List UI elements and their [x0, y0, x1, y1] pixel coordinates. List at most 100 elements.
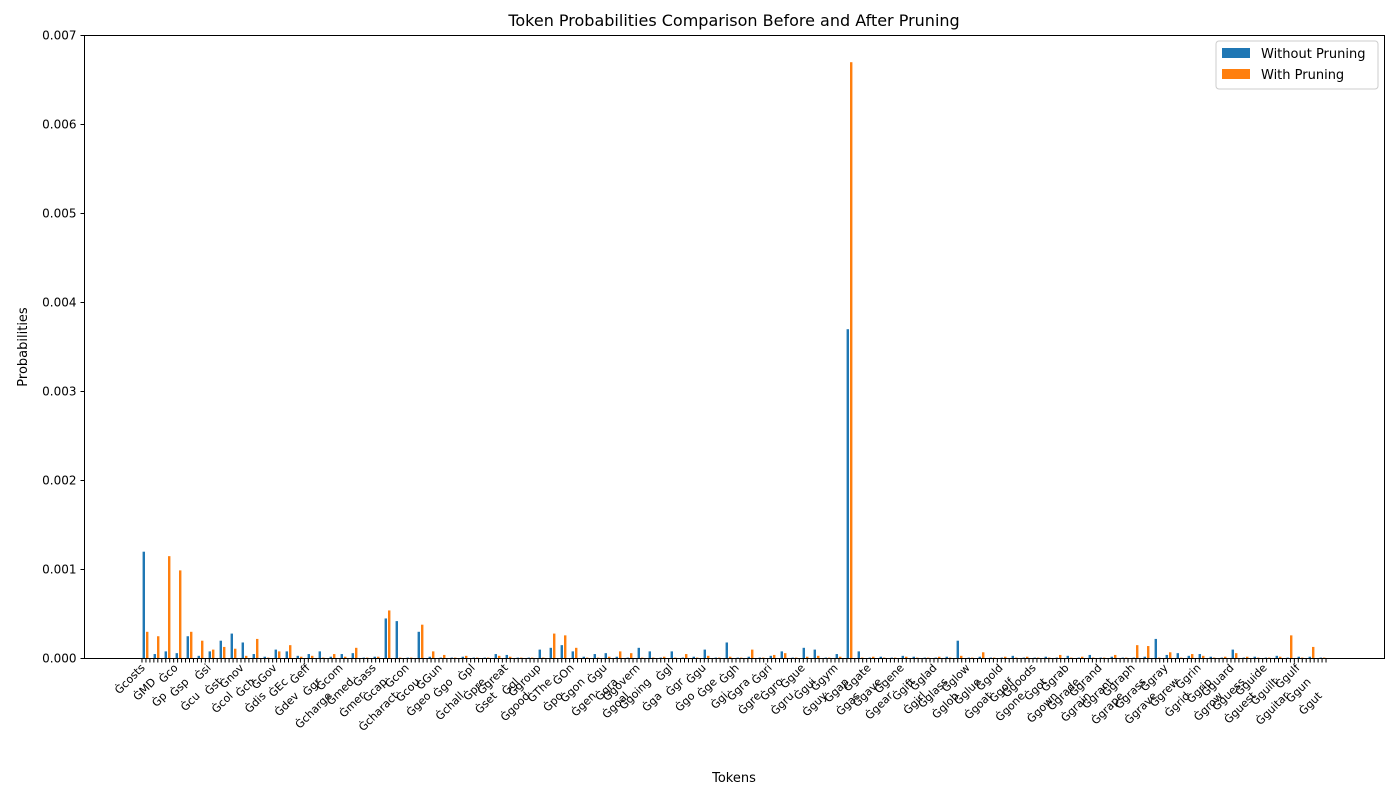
- bar-without-pruning: [857, 651, 860, 659]
- bar-without-pruning: [835, 654, 838, 659]
- bar-without-pruning: [296, 655, 299, 659]
- bar-with-pruning: [311, 655, 314, 659]
- bar-with-pruning: [443, 654, 446, 659]
- legend-label-without-pruning: Without Pruning: [1261, 47, 1365, 62]
- bar-with-pruning: [1202, 655, 1205, 659]
- bar-without-pruning: [307, 654, 310, 659]
- bar-without-pruning: [648, 651, 651, 659]
- bar-without-pruning: [1066, 655, 1069, 659]
- bar-with-pruning: [201, 640, 204, 659]
- bar-with-pruning: [465, 655, 468, 659]
- bar-with-pruning: [608, 656, 611, 659]
- bar-without-pruning: [956, 640, 959, 659]
- bar-without-pruning: [780, 651, 783, 659]
- y-tick-label: 0.002: [42, 474, 76, 488]
- bar-without-pruning: [1198, 654, 1201, 659]
- bar-without-pruning: [329, 656, 332, 659]
- bar-with-pruning: [1191, 654, 1194, 659]
- bar-without-pruning: [1165, 654, 1168, 659]
- bar-without-pruning: [384, 618, 387, 659]
- bar-with-pruning: [157, 636, 160, 659]
- bar-with-pruning: [806, 656, 809, 659]
- bar-with-pruning: [1026, 656, 1029, 659]
- y-tick-label: 0.006: [42, 118, 76, 132]
- bar-with-pruning: [663, 656, 666, 659]
- bar-with-pruning: [234, 648, 237, 659]
- bar-without-pruning: [670, 651, 673, 659]
- bar-with-pruning: [1169, 652, 1172, 659]
- bar-without-pruning: [219, 640, 222, 659]
- bars-group: [142, 62, 1326, 659]
- bar-with-pruning: [421, 624, 424, 659]
- bar-without-pruning: [769, 655, 772, 659]
- bar-without-pruning: [846, 329, 849, 659]
- bar-with-pruning: [1136, 645, 1139, 659]
- bar-without-pruning: [912, 656, 915, 659]
- x-axis: ĠcostsĠMDĠpĠcoĠspĠcuĠsiĠstĠcolĠnovĠchĠdi…: [112, 658, 1327, 734]
- chart-title: Token Probabilities Comparison Before an…: [507, 11, 959, 30]
- bar-with-pruning: [553, 633, 556, 659]
- bar-with-pruning: [278, 651, 281, 659]
- bar-with-pruning: [773, 654, 776, 659]
- bar-with-pruning: [509, 656, 512, 659]
- bar-without-pruning: [1253, 656, 1256, 659]
- y-tick-label: 0.003: [42, 385, 76, 399]
- bar-without-pruning: [274, 649, 277, 659]
- bar-without-pruning: [208, 651, 211, 659]
- bar-without-pruning: [428, 656, 431, 659]
- bar-without-pruning: [1231, 649, 1234, 659]
- bar-with-pruning: [146, 631, 149, 659]
- bar-without-pruning: [593, 654, 596, 659]
- plot-frame: [84, 35, 1385, 659]
- bar-without-pruning: [351, 653, 354, 659]
- bar-without-pruning: [263, 656, 266, 659]
- bar-without-pruning: [1308, 656, 1311, 659]
- bar-without-pruning: [1154, 638, 1157, 659]
- bar-without-pruning: [318, 651, 321, 659]
- bar-without-pruning: [692, 656, 695, 659]
- bar-with-pruning: [707, 655, 710, 659]
- bar-with-pruning: [938, 656, 941, 659]
- bar-with-pruning: [190, 631, 193, 659]
- bar-with-pruning: [1290, 635, 1293, 659]
- bar-with-pruning: [212, 649, 215, 659]
- bar-without-pruning: [252, 654, 255, 659]
- legend-swatch-with-pruning: [1222, 69, 1250, 79]
- bar-with-pruning: [377, 656, 380, 659]
- y-tick-label: 0.004: [42, 296, 76, 310]
- bar-without-pruning: [395, 621, 398, 659]
- bar-without-pruning: [604, 653, 607, 659]
- x-axis-label: Tokens: [711, 771, 756, 786]
- bar-with-pruning: [619, 651, 622, 659]
- bar-with-pruning: [179, 570, 182, 659]
- bar-without-pruning: [582, 656, 585, 659]
- bar-without-pruning: [637, 647, 640, 659]
- bar-with-pruning: [168, 556, 171, 659]
- bar-without-pruning: [494, 654, 497, 659]
- bar-without-pruning: [285, 651, 288, 659]
- bar-with-pruning: [872, 656, 875, 659]
- bar-with-pruning: [1081, 656, 1084, 659]
- legend-swatch-without-pruning: [1222, 48, 1250, 58]
- y-tick-label: 0.007: [42, 29, 76, 43]
- bar-with-pruning: [333, 654, 336, 659]
- bar-with-pruning: [850, 62, 853, 659]
- bar-without-pruning: [549, 647, 552, 659]
- bar-with-pruning: [256, 638, 259, 659]
- bar-without-pruning: [1209, 656, 1212, 659]
- bar-with-pruning: [751, 649, 754, 659]
- bar-without-pruning: [241, 642, 244, 659]
- bar-with-pruning: [432, 651, 435, 659]
- bar-with-pruning: [1059, 654, 1062, 659]
- bar-without-pruning: [461, 656, 464, 659]
- bar-without-pruning: [1297, 656, 1300, 659]
- bar-without-pruning: [1011, 655, 1014, 659]
- bar-without-pruning: [879, 656, 882, 659]
- bar-with-pruning: [575, 647, 578, 659]
- legend-label-with-pruning: With Pruning: [1261, 68, 1344, 83]
- legend-box: [1215, 40, 1379, 90]
- bar-without-pruning: [1176, 653, 1179, 659]
- bar-without-pruning: [153, 654, 156, 659]
- bar-with-pruning: [905, 656, 908, 659]
- bar-with-pruning: [498, 655, 501, 659]
